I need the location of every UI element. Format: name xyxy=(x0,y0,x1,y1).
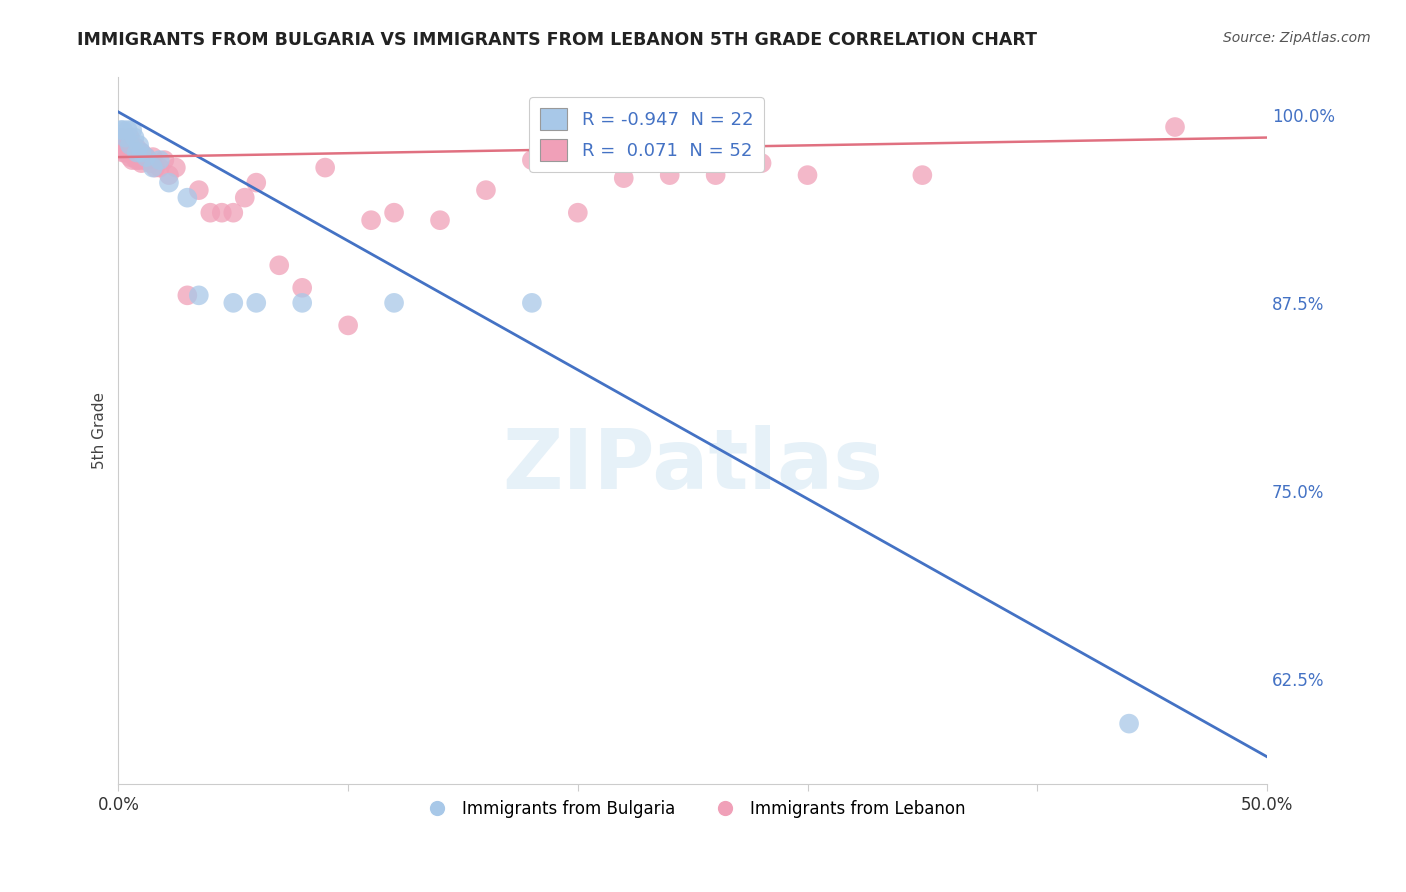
Point xyxy=(704,168,727,182)
Point xyxy=(114,130,136,145)
Point xyxy=(118,150,141,164)
Point xyxy=(291,296,314,310)
Point xyxy=(118,130,141,145)
Point xyxy=(149,161,172,175)
Point xyxy=(269,258,291,272)
Point xyxy=(1164,120,1187,134)
Point xyxy=(121,153,143,167)
Y-axis label: 5th Grade: 5th Grade xyxy=(93,392,107,469)
Point xyxy=(200,205,222,219)
Point xyxy=(176,191,198,205)
Point xyxy=(382,296,405,310)
Point xyxy=(125,153,148,167)
Point xyxy=(142,161,165,175)
Point xyxy=(124,145,146,160)
Text: IMMIGRANTS FROM BULGARIA VS IMMIGRANTS FROM LEBANON 5TH GRADE CORRELATION CHART: IMMIGRANTS FROM BULGARIA VS IMMIGRANTS F… xyxy=(77,31,1038,49)
Point xyxy=(128,138,150,153)
Point xyxy=(117,138,139,153)
Point xyxy=(245,176,267,190)
Point xyxy=(176,288,198,302)
Point xyxy=(796,168,818,182)
Point xyxy=(143,161,166,175)
Text: Source: ZipAtlas.com: Source: ZipAtlas.com xyxy=(1223,31,1371,45)
Point xyxy=(429,213,451,227)
Point xyxy=(222,296,245,310)
Point xyxy=(1118,716,1140,731)
Point xyxy=(314,161,336,175)
Point xyxy=(117,145,139,160)
Point xyxy=(520,153,543,167)
Point xyxy=(112,145,135,160)
Point xyxy=(118,138,141,153)
Point xyxy=(114,138,136,153)
Point xyxy=(139,156,162,170)
Point xyxy=(135,150,157,164)
Point xyxy=(475,183,498,197)
Point xyxy=(165,161,187,175)
Point xyxy=(112,123,135,137)
Point xyxy=(135,150,157,164)
Point xyxy=(131,145,153,160)
Point xyxy=(337,318,360,333)
Point xyxy=(520,296,543,310)
Point xyxy=(112,138,135,153)
Point xyxy=(124,130,146,145)
Point xyxy=(136,153,159,167)
Point xyxy=(142,150,165,164)
Point xyxy=(131,145,153,160)
Point xyxy=(131,156,153,170)
Text: ZIPatlas: ZIPatlas xyxy=(502,425,883,507)
Point xyxy=(187,183,209,197)
Point xyxy=(153,153,176,167)
Point xyxy=(360,213,382,227)
Point xyxy=(382,205,405,219)
Point xyxy=(125,145,148,160)
Point xyxy=(110,123,132,137)
Point xyxy=(125,141,148,155)
Point xyxy=(157,176,180,190)
Point xyxy=(121,145,143,160)
Point xyxy=(211,205,233,219)
Point xyxy=(132,153,155,167)
Point xyxy=(187,288,209,302)
Point xyxy=(567,205,589,219)
Point xyxy=(128,153,150,167)
Point xyxy=(658,168,681,182)
Point xyxy=(613,171,636,186)
Point xyxy=(222,205,245,219)
Point xyxy=(751,156,773,170)
Point xyxy=(149,153,172,167)
Point xyxy=(245,296,267,310)
Point xyxy=(911,168,934,182)
Point xyxy=(121,123,143,137)
Point xyxy=(117,123,139,137)
Point xyxy=(124,150,146,164)
Point xyxy=(110,130,132,145)
Point xyxy=(233,191,256,205)
Legend: Immigrants from Bulgaria, Immigrants from Lebanon: Immigrants from Bulgaria, Immigrants fro… xyxy=(413,794,972,825)
Point xyxy=(114,145,136,160)
Point xyxy=(291,281,314,295)
Point xyxy=(157,168,180,182)
